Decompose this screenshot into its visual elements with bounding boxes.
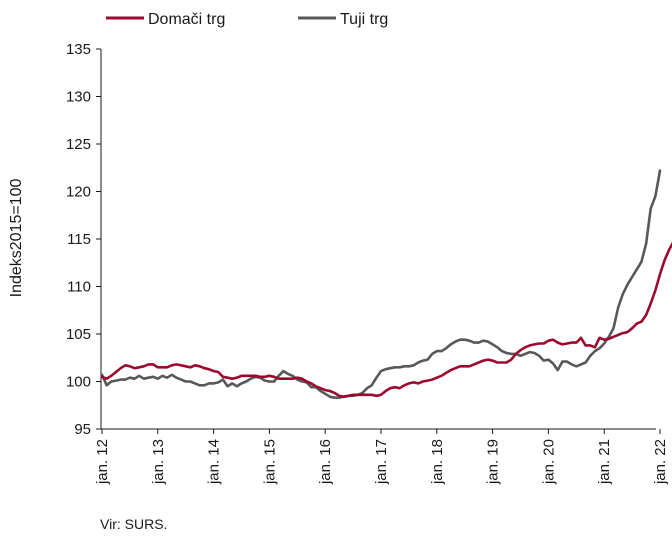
x-tick-label: jan. 19: [485, 439, 502, 485]
legend-label-tuji-trg: Tuji trg: [340, 11, 388, 28]
x-tick-label: jan. 21: [596, 439, 613, 485]
y-tick-label: 120: [66, 184, 91, 201]
y-tick-label: 130: [66, 89, 91, 106]
y-tick-label: 95: [74, 421, 91, 438]
x-tick-label: jan. 16: [317, 439, 334, 485]
x-tick-label: jan. 14: [206, 439, 223, 485]
y-tick-label: 110: [67, 279, 91, 296]
y-tick-label: 105: [66, 326, 91, 343]
y-tick-label: 115: [67, 231, 91, 248]
x-tick-label: jan. 12: [94, 439, 111, 485]
x-tick-label: jan. 15: [261, 439, 278, 485]
x-tick-label: jan. 22: [652, 439, 669, 485]
x-axis: jan. 12 jan. 13 jan. 14 jan. 15 jan. 16 jan. …: [94, 428, 669, 485]
y-tick-label: 125: [66, 136, 91, 153]
source-note: Vir: SURS.: [100, 516, 168, 532]
x-tick-label: jan. 20: [540, 439, 557, 485]
series-line-tuji-trg: [100, 169, 662, 400]
legend: Domači trg Tuji trg: [106, 11, 388, 28]
x-tick-label: jan. 13: [150, 439, 167, 485]
y-tick-label: 100: [66, 374, 91, 391]
x-tick-label: jan. 18: [429, 439, 446, 485]
x-tick-label: jan. 17: [373, 439, 390, 485]
y-axis: 95 100 105 110 115 120 125 130 135: [66, 41, 102, 438]
y-axis-label: Indeks2015=100: [8, 179, 25, 298]
series-line-doma-i-trg: [100, 241, 672, 399]
legend-label-domaci-trg: Domači trg: [148, 11, 225, 28]
series-lines: [100, 169, 672, 400]
y-tick-label: 135: [66, 41, 91, 58]
